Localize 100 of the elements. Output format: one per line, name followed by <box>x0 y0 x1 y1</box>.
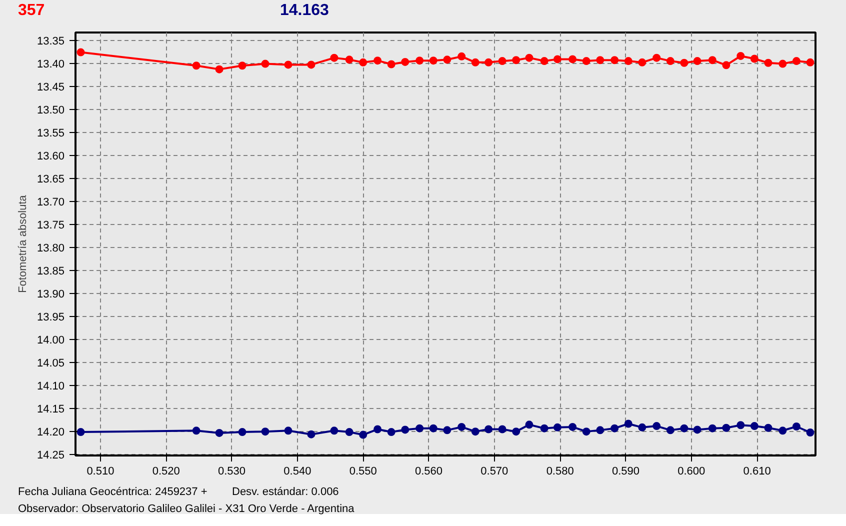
point <box>484 425 493 434</box>
point <box>284 426 292 435</box>
point <box>261 428 270 436</box>
point <box>624 57 632 66</box>
point <box>512 428 520 436</box>
point <box>401 58 410 66</box>
point <box>443 426 452 434</box>
point <box>722 61 730 70</box>
point <box>638 423 646 432</box>
point <box>582 57 590 66</box>
point <box>708 424 716 432</box>
y-tick-label: 13.90 <box>36 288 65 300</box>
point <box>307 430 316 438</box>
point <box>215 65 224 74</box>
y-tick-label: 13.40 <box>36 58 65 70</box>
point <box>192 62 200 70</box>
y-tick-label: 13.50 <box>36 104 65 116</box>
point <box>359 430 368 439</box>
y-tick-label: 13.80 <box>36 242 65 254</box>
point <box>806 428 814 436</box>
y-tick-label: 13.70 <box>36 196 65 208</box>
point <box>553 423 562 432</box>
y-tick-label: 13.45 <box>36 81 65 94</box>
y-tick-label: 13.55 <box>36 127 65 140</box>
point <box>722 424 730 432</box>
y-tick-label: 14.20 <box>36 426 65 439</box>
point <box>307 60 316 69</box>
point <box>330 54 338 62</box>
point <box>215 428 224 437</box>
x-tick-label: 0.590 <box>612 466 640 478</box>
point <box>553 55 562 64</box>
point <box>610 56 619 64</box>
y-tick-label: 14.00 <box>36 334 65 347</box>
point <box>680 424 688 432</box>
point <box>750 54 758 63</box>
point <box>568 422 577 431</box>
x-tick-label: 0.550 <box>349 466 377 478</box>
point <box>238 62 246 70</box>
point <box>458 52 466 60</box>
point <box>416 56 424 65</box>
point <box>471 428 480 436</box>
x-tick-label: 0.580 <box>546 466 574 478</box>
text: Desv. estándar: 0.006 <box>232 485 339 500</box>
text: Observador: Observatorio Galileo Galilei - X31 Oro Verde - Argentina <box>18 502 354 517</box>
point <box>736 52 745 60</box>
y-tick-label: 13.95 <box>36 311 65 324</box>
point <box>540 424 548 432</box>
text: Fecha Juliana Geocéntrica: 2459237 + <box>18 485 208 500</box>
point <box>666 57 674 66</box>
point <box>345 428 354 436</box>
point <box>401 426 410 434</box>
point <box>458 422 466 431</box>
text: 357 <box>18 1 45 21</box>
point <box>192 426 200 435</box>
point <box>764 424 772 432</box>
point <box>792 57 800 66</box>
point <box>693 426 702 434</box>
x-tick-label: 0.610 <box>743 466 771 478</box>
y-tick-label: 14.25 <box>36 450 65 462</box>
point <box>345 56 354 64</box>
point <box>525 420 534 429</box>
point <box>806 58 814 66</box>
point <box>680 58 688 67</box>
point <box>429 56 438 65</box>
point <box>498 425 506 434</box>
point <box>610 424 619 432</box>
x-tick-label: 0.570 <box>480 466 508 478</box>
x-tick-label: 0.510 <box>86 466 114 478</box>
point <box>582 428 590 436</box>
point <box>443 56 452 64</box>
point <box>330 426 338 435</box>
point <box>387 60 396 68</box>
point <box>778 60 787 68</box>
text: 14.163 <box>280 1 329 21</box>
point <box>736 421 745 430</box>
point <box>261 60 270 68</box>
y-tick-label: 13.65 <box>36 173 65 186</box>
point <box>416 424 424 432</box>
point <box>750 422 758 430</box>
x-tick-label: 0.520 <box>152 466 180 478</box>
point <box>359 58 368 66</box>
point <box>568 55 577 64</box>
y-tick-label: 14.10 <box>36 380 65 393</box>
point <box>76 428 85 436</box>
point <box>596 426 604 434</box>
point <box>374 425 382 434</box>
point <box>284 60 292 69</box>
point <box>652 422 661 430</box>
point <box>238 428 246 436</box>
x-tick-label: 0.600 <box>678 466 706 478</box>
point <box>693 57 702 66</box>
point <box>540 57 548 66</box>
point <box>429 424 438 432</box>
point <box>792 422 800 430</box>
point <box>387 428 396 436</box>
point <box>652 54 661 62</box>
point <box>76 48 85 56</box>
point <box>374 56 382 65</box>
y-tick-label: 14.15 <box>36 404 65 416</box>
x-tick-label: 0.530 <box>218 466 246 478</box>
